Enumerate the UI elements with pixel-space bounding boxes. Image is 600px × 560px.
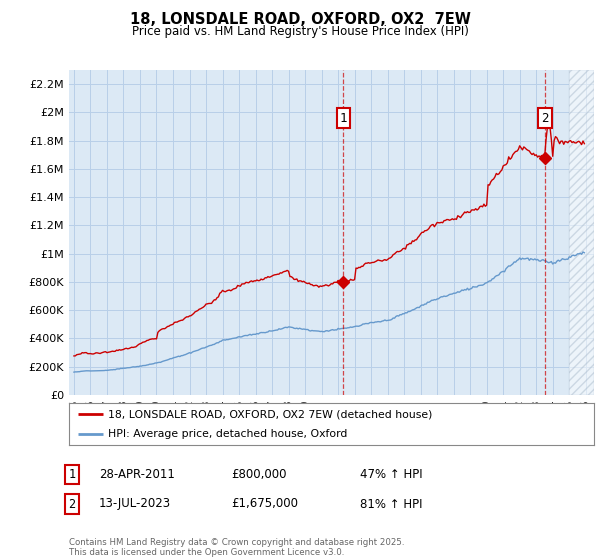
Text: 81% ↑ HPI: 81% ↑ HPI bbox=[360, 497, 422, 511]
Text: 28-APR-2011: 28-APR-2011 bbox=[99, 468, 175, 481]
Text: 2: 2 bbox=[68, 497, 76, 511]
Text: Price paid vs. HM Land Registry's House Price Index (HPI): Price paid vs. HM Land Registry's House … bbox=[131, 25, 469, 38]
Text: 13-JUL-2023: 13-JUL-2023 bbox=[99, 497, 171, 511]
Text: 18, LONSDALE ROAD, OXFORD, OX2 7EW (detached house): 18, LONSDALE ROAD, OXFORD, OX2 7EW (deta… bbox=[109, 409, 433, 419]
Text: £1,675,000: £1,675,000 bbox=[231, 497, 298, 511]
Text: 1: 1 bbox=[340, 111, 347, 124]
Text: 18, LONSDALE ROAD, OXFORD, OX2  7EW: 18, LONSDALE ROAD, OXFORD, OX2 7EW bbox=[130, 12, 470, 27]
Bar bbox=[569, 70, 594, 395]
Text: 2: 2 bbox=[541, 111, 549, 124]
Text: £800,000: £800,000 bbox=[231, 468, 287, 481]
Text: HPI: Average price, detached house, Oxford: HPI: Average price, detached house, Oxfo… bbox=[109, 430, 348, 439]
Text: Contains HM Land Registry data © Crown copyright and database right 2025.
This d: Contains HM Land Registry data © Crown c… bbox=[69, 538, 404, 557]
Text: 1: 1 bbox=[68, 468, 76, 481]
Text: 47% ↑ HPI: 47% ↑ HPI bbox=[360, 468, 422, 481]
